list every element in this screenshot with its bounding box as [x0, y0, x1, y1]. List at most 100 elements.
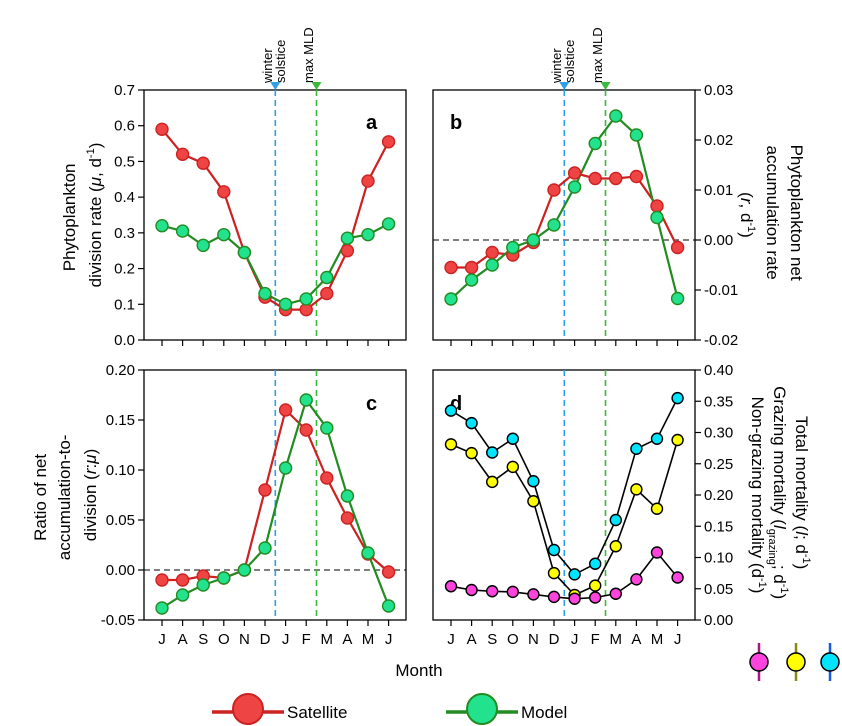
panel-c-satellite-point — [175, 573, 190, 587]
panel-a-model-point — [175, 224, 190, 238]
panel-d-non-grazing-mortality-point — [609, 587, 622, 600]
x-tick-label: J — [447, 631, 455, 648]
panel-a-model-point — [155, 219, 169, 233]
panel-c-ylabel: Ratio of net accumulation-to- division (… — [31, 430, 100, 560]
panel-d-total-mortality-point — [589, 557, 602, 570]
panel-c-model-point — [278, 461, 293, 475]
grazing-mortality-legend-icon — [786, 643, 806, 681]
panel-d-total-mortality-point — [630, 442, 643, 455]
panel-a-satellite-point — [217, 185, 231, 199]
panel-a-ytick-label: 0.2 — [114, 261, 135, 278]
panel-a-satellite-point — [196, 156, 210, 170]
panel-b-model-point — [485, 258, 499, 272]
x-tick-label: A — [467, 631, 477, 648]
panel-d-non-grazing-mortality-point — [506, 585, 519, 599]
winter-solstice-label-a: winter — [260, 48, 275, 84]
panel-a-model-point — [278, 297, 293, 311]
panel-c-model-point — [299, 393, 313, 407]
panel-b-ytick-label: 0.01 — [704, 182, 733, 199]
panel-b-satellite-point — [629, 169, 644, 184]
panel-b-satellite-point — [444, 260, 458, 275]
panel-a-model-point — [340, 231, 355, 245]
solstice-label-a: solstice — [273, 40, 288, 83]
panel-c-satellite-point — [381, 565, 396, 579]
panel-d-non-grazing-mortality-point — [547, 590, 561, 604]
panel-a-model-point — [258, 286, 272, 301]
panel-d-non-grazing-mortality-point — [650, 546, 664, 559]
panel-d-grazing-mortality-point — [465, 446, 478, 460]
panel-d-grazing-mortality-point — [527, 495, 540, 508]
panel-c-model-point — [320, 421, 334, 435]
chart-marks: 0.0 0.1 0.2 0.3 0.4 0.5 0.6 0.7 -0.02 -0.01 0.00 0.… — [101, 82, 738, 648]
panel-b-model-point — [506, 240, 520, 255]
panel-a-satellite-point — [320, 286, 334, 301]
panel-d-total-mortality-point — [650, 432, 664, 445]
panel-a-ytick-label: 0.7 — [114, 82, 135, 99]
panel-a-model-point — [217, 227, 231, 242]
panel-a-ytick-label: 0.1 — [114, 296, 135, 313]
panel-d-ytick-label: 0.25 — [704, 456, 733, 473]
panel-a-ytick-label: 0.5 — [114, 153, 135, 170]
panel-c-model-point — [155, 601, 169, 615]
panel-b-model-point — [444, 292, 458, 306]
x-tick-label: S — [198, 631, 208, 648]
x-tick-label: M — [321, 631, 334, 648]
panel-b-satellite-point — [609, 171, 623, 186]
x-tick-label: O — [507, 631, 519, 648]
x-tick-label: A — [631, 631, 641, 648]
x-tick-label: M — [651, 631, 664, 648]
panel-b-model-point — [629, 128, 644, 142]
panel-b-marks: -0.02 -0.01 0.00 0.01 0.02 0.03 — [433, 82, 738, 349]
panel-c-model-point — [237, 563, 252, 577]
legend-model: Model — [446, 693, 567, 725]
panel-d-grazing-mortality-point — [444, 438, 458, 451]
panel-c-ytick-label: 0.00 — [106, 562, 135, 579]
panel-b-model-point — [588, 136, 602, 151]
panel-c-satellite-point — [278, 403, 293, 417]
panel-c-model-point — [175, 588, 190, 602]
panel-a-marks: 0.0 0.1 0.2 0.3 0.4 0.5 0.6 0.7 — [114, 82, 396, 349]
panel-d-grazing-mortality-point — [630, 483, 643, 496]
panel-a-model-point — [299, 292, 313, 306]
panel-c-satellite-point — [299, 423, 313, 437]
panel-c-model-point — [217, 571, 231, 585]
panel-d-marks: 0.000.050.100.150.200.250.300.350.40J A S O… — [444, 362, 733, 648]
panel-a-model-point — [237, 245, 252, 260]
panel-d-non-grazing-mortality-point — [589, 591, 602, 604]
panel-b-model-point — [567, 180, 582, 194]
panel-a-satellite-point — [361, 174, 375, 188]
x-tick-label: J — [282, 631, 290, 648]
x-tick-label: D — [549, 631, 560, 648]
total-mortality-legend-icon — [820, 643, 840, 681]
panel-a-satellite-point — [381, 135, 396, 149]
panel-a-ylabel: Phytoplankton division rate (μ, d-1) — [60, 143, 105, 288]
panel-a-model-point — [320, 270, 334, 285]
panel-c-satellite-point — [340, 511, 355, 525]
panel-a-ytick-label: 0.6 — [114, 118, 135, 135]
panel-a-model-point — [196, 238, 210, 253]
panel-c-satellite-point — [320, 471, 334, 485]
legend-satellite: Satellite — [212, 693, 347, 725]
panel-d-ytick-label: 0.20 — [704, 487, 733, 504]
x-tick-label: J — [571, 631, 579, 648]
panel-c-satellite-point — [258, 483, 272, 497]
x-tick-label: A — [178, 631, 188, 648]
panel-c-model-point — [340, 489, 355, 503]
x-tick-label: D — [260, 631, 271, 648]
panel-b-model-point — [650, 210, 664, 225]
x-tick-label: S — [487, 631, 497, 648]
panel-c-satellite-point — [155, 573, 169, 587]
panel-d-total-mortality-point — [547, 543, 561, 557]
panel-c-letter: c — [366, 393, 377, 415]
panel-c-ytick-label: -0.05 — [101, 612, 135, 629]
x-tick-label: F — [302, 631, 311, 648]
panel-d-total-mortality-point — [444, 404, 458, 417]
panel-d-ytick-label: 0.15 — [704, 518, 733, 535]
panel-b-satellite-point — [670, 240, 685, 255]
x-tick-label: M — [362, 631, 375, 648]
panel-d-non-grazing-mortality-point — [486, 585, 499, 598]
panel-a-satellite-point — [155, 122, 169, 136]
panel-a-letter: a — [366, 112, 378, 134]
panel-d-non-grazing-mortality-point — [465, 583, 478, 597]
legend: Satellite Model — [212, 693, 567, 725]
